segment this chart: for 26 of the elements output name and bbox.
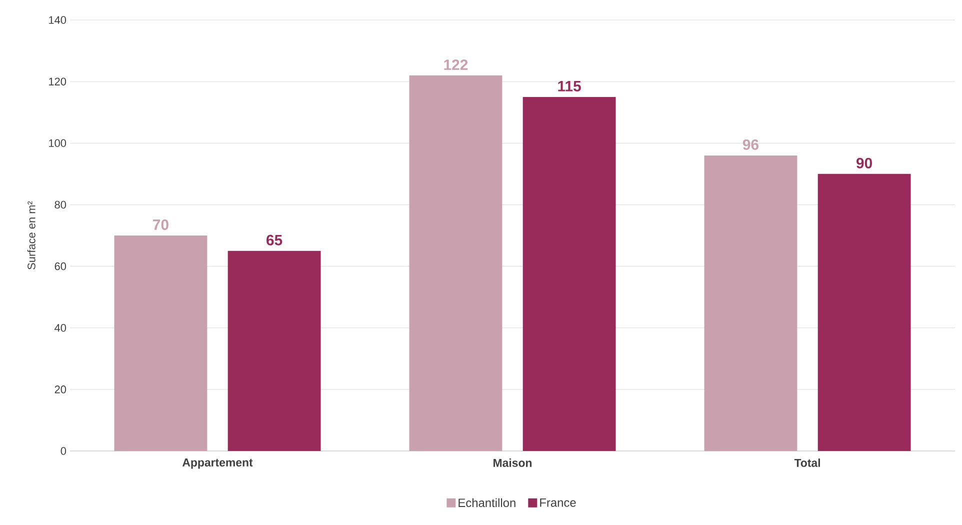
data-label: 90 xyxy=(856,158,872,168)
y-tick-label: 100 xyxy=(49,139,66,148)
x-tick-label: Maison xyxy=(494,458,532,467)
bar xyxy=(409,75,502,451)
bar xyxy=(228,250,321,451)
y-tick-label: 60 xyxy=(54,262,66,270)
y-tick-label: 120 xyxy=(49,78,66,86)
bar xyxy=(522,96,616,451)
bar xyxy=(818,174,911,451)
data-label: 70 xyxy=(153,219,168,230)
data-label: 122 xyxy=(444,59,468,70)
data-label: 65 xyxy=(266,234,282,246)
bar xyxy=(114,236,208,451)
y-tick-label: 20 xyxy=(54,386,66,394)
y-tick-label: 0 xyxy=(60,447,66,455)
legend-label: Echantillon xyxy=(458,498,516,508)
data-label: 115 xyxy=(558,81,581,92)
data-label: 96 xyxy=(742,139,758,150)
y-tick-label: 80 xyxy=(54,200,66,209)
x-tick-label: Appartement xyxy=(182,458,253,469)
y-tick-label: 140 xyxy=(49,16,66,24)
y-axis-title: Surface en m² xyxy=(27,201,36,270)
y-tick-label: 40 xyxy=(54,324,66,332)
x-tick-label: Total xyxy=(794,458,820,467)
bar xyxy=(704,155,798,451)
legend-label: France xyxy=(540,498,576,507)
